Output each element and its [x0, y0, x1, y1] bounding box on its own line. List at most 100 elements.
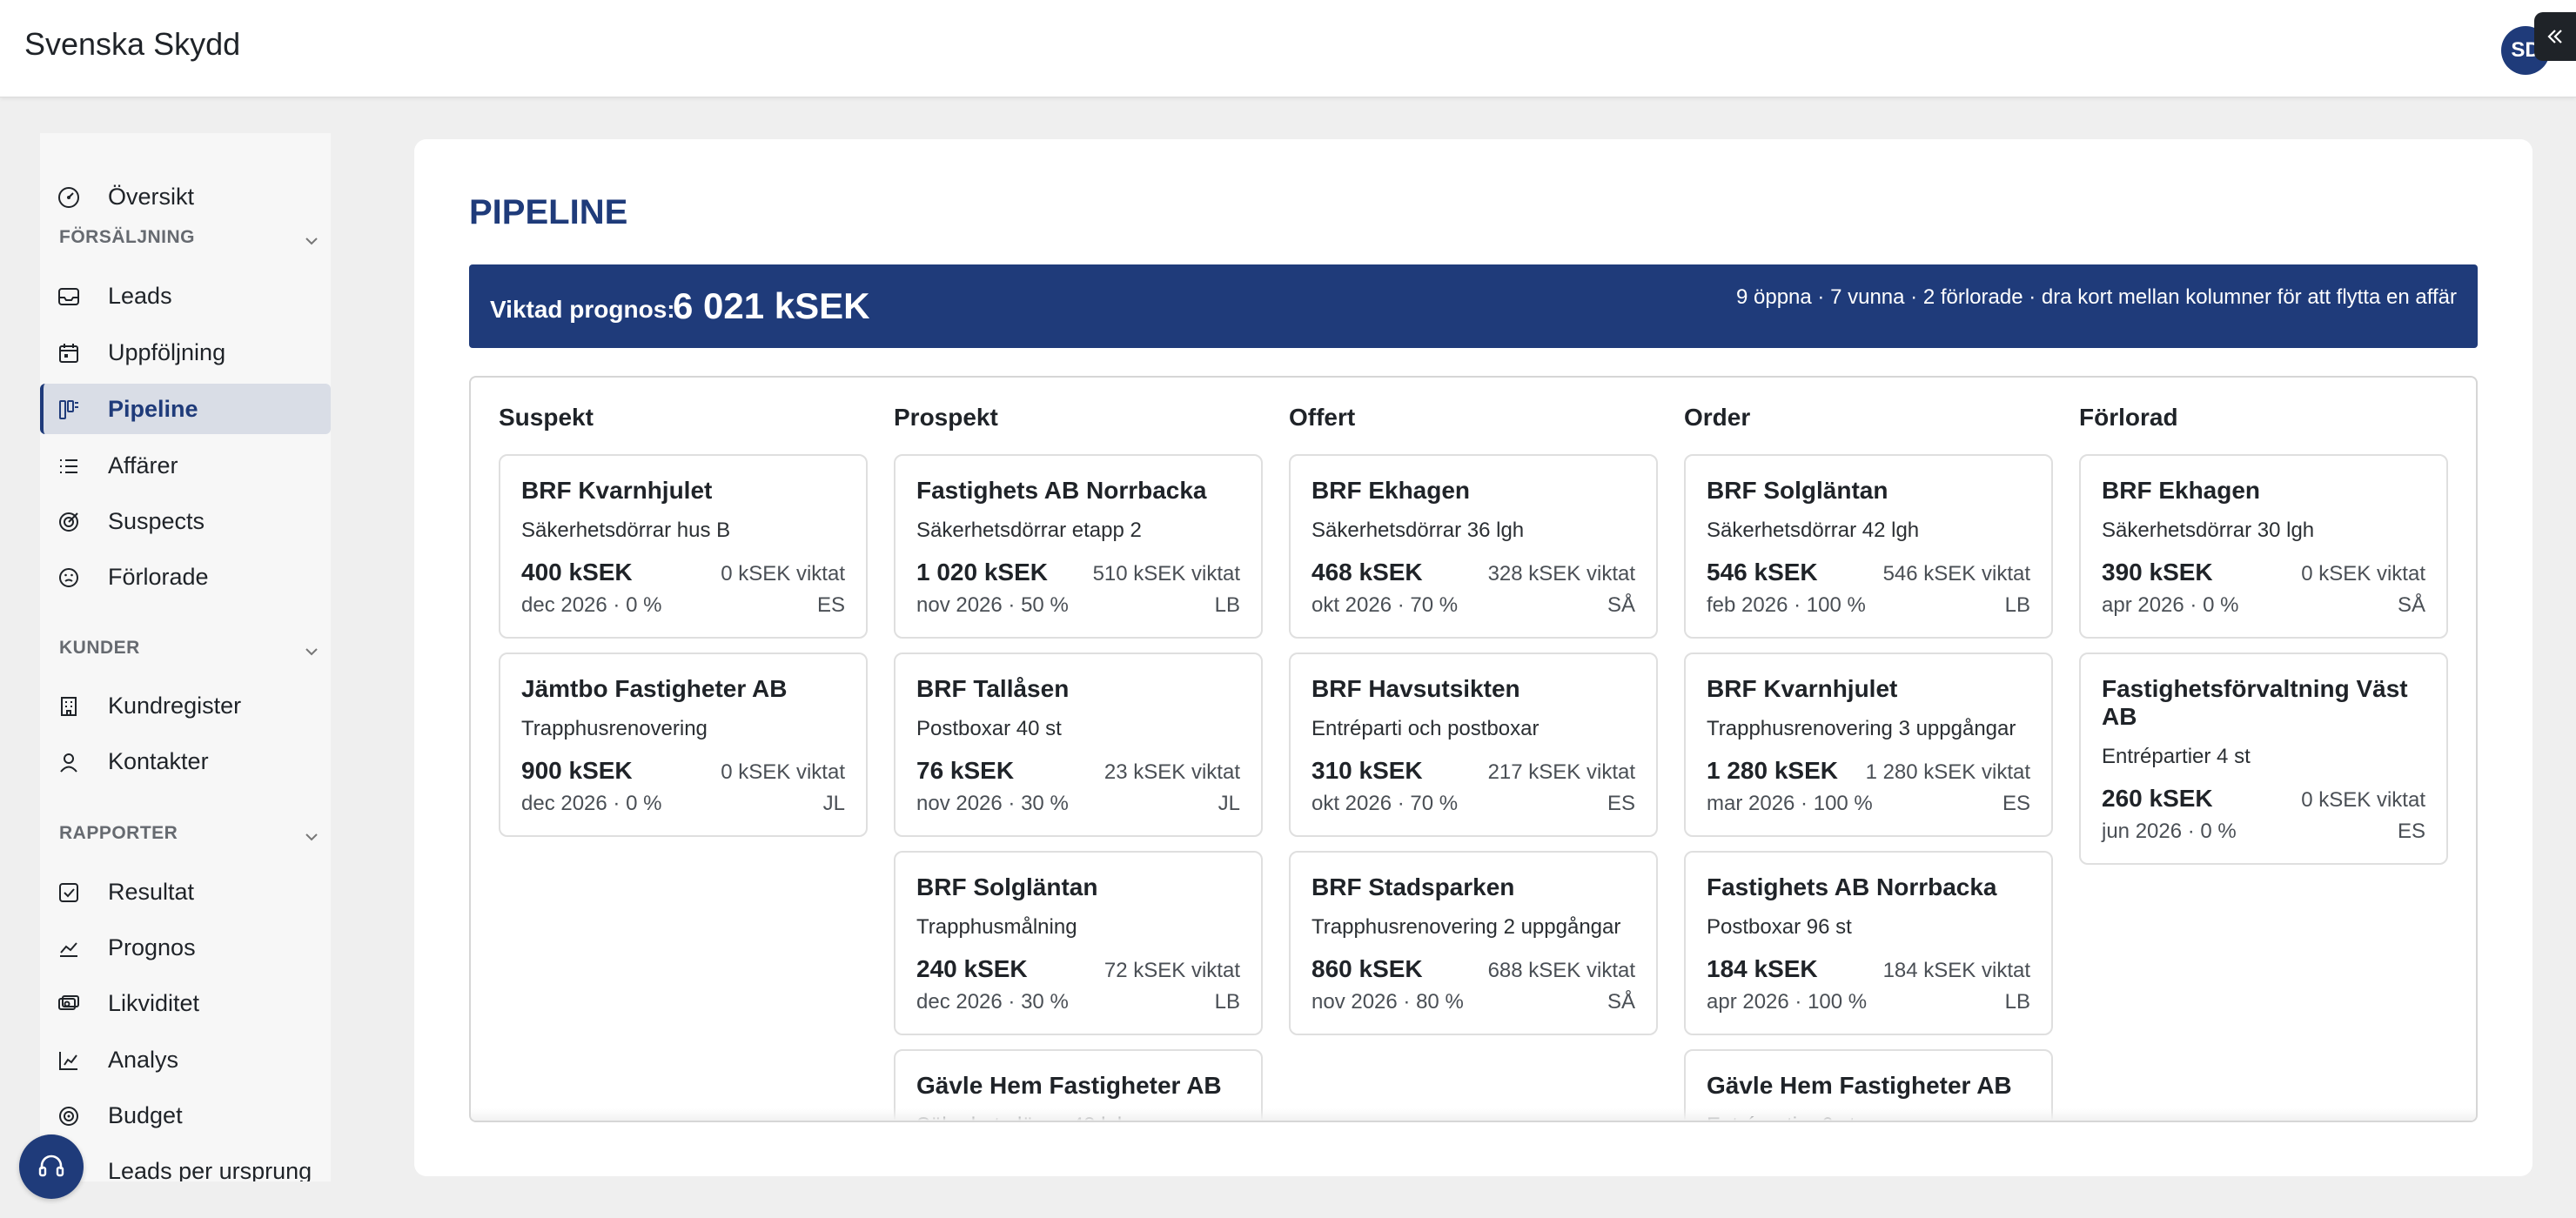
deal-card[interactable]: BRF Ekhagen Säkerhetsdörrar 30 lgh 390 k… [2079, 454, 2448, 639]
deal-amount: 184 kSEK [1707, 955, 1818, 982]
deal-card[interactable]: Jämtbo Fastigheter AB Trapphusrenovering… [499, 652, 868, 837]
sidebar-item-affarer[interactable]: Affärer [40, 440, 331, 491]
deal-name: BRF Stadsparken [1311, 873, 1515, 900]
bar-chart-icon [59, 1052, 77, 1070]
deal-card[interactable]: BRF Ekhagen Säkerhetsdörrar 36 lgh 468 k… [1289, 454, 1658, 639]
sidebar-item-forlorade[interactable]: Förlorade [40, 552, 331, 602]
deal-amount: 260 kSEK [2102, 785, 2213, 812]
deal-name: Fastighets AB Norrbacka [916, 477, 1207, 504]
deal-card[interactable]: BRF Havsutsikten Entréparti och postboxa… [1289, 652, 1658, 837]
main-content: PIPELINE Viktad prognos: 6 021 kSEK 9 öp… [414, 139, 2532, 1176]
deal-card[interactable]: BRF Solgläntan Säkerhetsdörrar 42 lgh 54… [1684, 454, 2053, 639]
sidebar-item-budget[interactable]: Budget [40, 1090, 331, 1141]
deal-card[interactable]: BRF Kvarnhjulet Säkerhetsdörrar hus B 40… [499, 454, 868, 639]
deal-amount: 310 kSEK [1311, 757, 1423, 784]
section-header-forsaljning[interactable]: FÖRSÄLJNING [59, 227, 320, 253]
deal-meta: feb 2026 · 100 % [1707, 593, 1866, 617]
help-chat-button[interactable] [19, 1134, 84, 1199]
deal-weighted: 0 kSEK viktat [721, 760, 845, 784]
deal-description: Säkerhetsdörrar 30 lgh [2102, 519, 2315, 542]
sidebar-item-label: Leads per ursprung [108, 1158, 312, 1181]
deal-name: BRF Solgläntan [1707, 477, 1888, 504]
deal-description: Säkerhetsdörrar hus B [521, 519, 731, 542]
deal-weighted: 0 kSEK viktat [2301, 788, 2425, 812]
deal-name: Fastighets AB Norrbacka [1707, 873, 1997, 900]
column-order: Order BRF Solgläntan Säkerhetsdörrar 42 … [1656, 378, 2053, 1121]
sidebar-item-label: Uppföljning [108, 339, 226, 365]
deal-description: Säkerhetsdörrar 36 lgh [1311, 519, 1525, 542]
sidebar: Översikt FÖRSÄLJNING Leads Uppföljning P… [0, 98, 372, 1218]
deal-name: BRF Solgläntan [916, 873, 1098, 900]
deal-description: Säkerhetsdörrar 42 lgh [1707, 519, 1920, 542]
column-title: Prospekt [894, 404, 998, 431]
deal-card[interactable]: BRF Stadsparken Trapphusrenovering 2 upp… [1289, 851, 1658, 1035]
pipeline-board: Suspekt BRF Kvarnhjulet Säkerhetsdörrar … [469, 376, 2478, 1122]
column-suspekt: Suspekt BRF Kvarnhjulet Säkerhetsdörrar … [471, 378, 868, 1121]
deal-card[interactable]: BRF Solgläntan Trapphusmålning 240 kSEK … [894, 851, 1263, 1035]
deal-card[interactable]: Fastighetsförvaltning Väst AB Entréparti… [2079, 652, 2448, 865]
deal-name: Gävle Hem Fastigheter AB [1707, 1072, 2012, 1099]
deal-meta: apr 2026 · 0 % [2102, 593, 2239, 617]
section-header-kunder[interactable]: KUNDER [59, 638, 320, 664]
target-icon [59, 512, 78, 532]
user-icon [60, 753, 77, 773]
deal-weighted: 23 kSEK viktat [1104, 760, 1240, 784]
sidebar-item-label: Förlorade [108, 564, 209, 590]
page-title: PIPELINE [469, 193, 628, 231]
line-chart-icon [60, 942, 77, 957]
sidebar-item-analys[interactable]: Analys [40, 1034, 331, 1085]
app-title: Svenska Skydd [24, 26, 241, 62]
sidebar-item-kundregister[interactable]: Kundregister [40, 680, 331, 731]
forecast-banner: Viktad prognos: 6 021 kSEK 9 öppna · 7 v… [469, 264, 2478, 348]
deal-name: BRF Kvarnhjulet [1707, 675, 1898, 702]
sidebar-item-label: Affärer [108, 452, 178, 478]
double-chevron-left-icon [2547, 30, 2562, 44]
deal-card[interactable]: BRF Tallåsen Postboxar 40 st 76 kSEK 23 … [894, 652, 1263, 837]
dashboard-gauge-icon [58, 187, 79, 208]
deal-meta: apr 2026 · 100 % [1707, 990, 1868, 1014]
deal-name: BRF Havsutsikten [1311, 675, 1520, 702]
deal-amount: 240 kSEK [916, 955, 1028, 982]
cash-icon [58, 995, 79, 1010]
sidebar-item-oversikt[interactable]: Översikt [40, 171, 331, 222]
deal-meta: nov 2026 · 80 % [1311, 990, 1464, 1014]
sidebar-item-resultat[interactable]: Resultat [40, 867, 331, 917]
sidebar-item-kontakter[interactable]: Kontakter [40, 736, 331, 786]
deal-meta: mar 2026 · 100 % [1707, 792, 1873, 815]
deal-weighted: 328 kSEK viktat [1487, 562, 1635, 586]
deal-weighted: 0 kSEK viktat [721, 562, 845, 586]
sidebar-item-pipeline[interactable]: Pipeline [40, 384, 331, 434]
section-header-rapporter[interactable]: RAPPORTER [59, 823, 320, 849]
deal-name: BRF Ekhagen [1311, 477, 1471, 504]
sidebar-item-likviditet[interactable]: Likviditet [40, 978, 331, 1028]
headset-icon [38, 1154, 64, 1177]
deal-description: Trapphusmålning [916, 915, 1077, 939]
sidebar-item-label: Kontakter [108, 748, 209, 774]
deal-description: Trapphusrenovering 3 uppgångar [1707, 717, 2016, 740]
sidebar-item-uppfoljning[interactable]: Uppföljning [40, 327, 331, 378]
sidebar-item-prognos[interactable]: Prognos [40, 922, 331, 973]
deal-owner: LB [2004, 593, 2030, 617]
deal-weighted: 184 kSEK viktat [1882, 959, 2030, 982]
sidebar-item-label: Pipeline [108, 396, 198, 422]
deal-card[interactable]: Fastighets AB Norrbacka Säkerhetsdörrar … [894, 454, 1263, 639]
deal-card[interactable]: Fastighets AB Norrbacka Postboxar 96 st … [1684, 851, 2053, 1035]
sidebar-item-suspects[interactable]: Suspects [40, 496, 331, 546]
target-ring-icon [59, 1107, 78, 1126]
sidebar-item-leads-per-ursprung[interactable]: Leads per ursprung [40, 1146, 331, 1181]
sidebar-item-leads[interactable]: Leads [40, 271, 331, 321]
collapse-panel-button[interactable] [2534, 12, 2576, 61]
checkbox-icon [59, 883, 78, 902]
deal-weighted: 0 kSEK viktat [2301, 562, 2425, 586]
forecast-label: Viktad prognos: [490, 296, 675, 323]
column-title: Offert [1289, 404, 1356, 431]
sidebar-item-label: Suspects [108, 508, 205, 534]
list-icon [60, 459, 77, 473]
deal-owner: LB [2004, 990, 2030, 1014]
deal-owner: ES [1607, 792, 1635, 815]
deal-description: Trapphusrenovering [521, 717, 708, 740]
column-title: Förlorad [2079, 404, 2178, 431]
deal-card[interactable]: BRF Kvarnhjulet Trapphusrenovering 3 upp… [1684, 652, 2053, 837]
deal-owner: SÅ [1607, 990, 1635, 1014]
deal-owner: JL [1218, 792, 1240, 815]
